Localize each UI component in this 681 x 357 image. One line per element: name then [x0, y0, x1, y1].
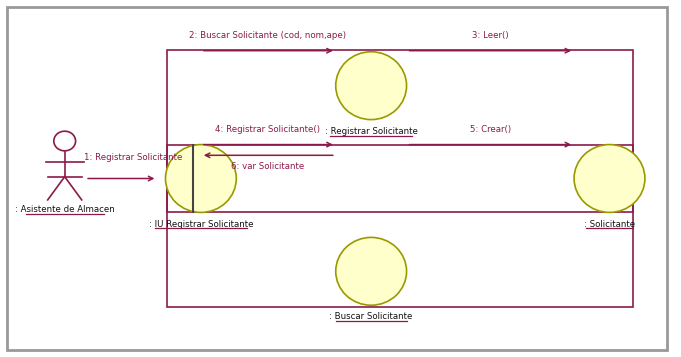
Bar	[167, 145, 633, 307]
Text: : Asistente de Almacen: : Asistente de Almacen	[15, 205, 114, 214]
Text: 1: Registrar Solicitante: 1: Registrar Solicitante	[84, 154, 182, 162]
Text: 2: Buscar Solicitante (cod, nom,ape): 2: Buscar Solicitante (cod, nom,ape)	[189, 31, 346, 40]
Text: 5: Crear(): 5: Crear()	[470, 125, 511, 134]
Ellipse shape	[165, 145, 236, 212]
Text: : IU Registrar Solicitante: : IU Registrar Solicitante	[148, 220, 253, 228]
Ellipse shape	[574, 145, 645, 212]
Bar	[167, 50, 633, 212]
Text: : Buscar Solicitante: : Buscar Solicitante	[330, 312, 413, 321]
Ellipse shape	[336, 52, 407, 120]
Text: : Solicitante: : Solicitante	[584, 220, 635, 228]
Text: 4: Registrar Solicitante(): 4: Registrar Solicitante()	[215, 125, 320, 134]
Ellipse shape	[336, 237, 407, 305]
Text: : Registrar Solicitante: : Registrar Solicitante	[325, 127, 417, 136]
Text: 3: Leer(): 3: Leer()	[472, 31, 509, 40]
Text: 6: var Solicitante: 6: var Solicitante	[231, 162, 304, 171]
